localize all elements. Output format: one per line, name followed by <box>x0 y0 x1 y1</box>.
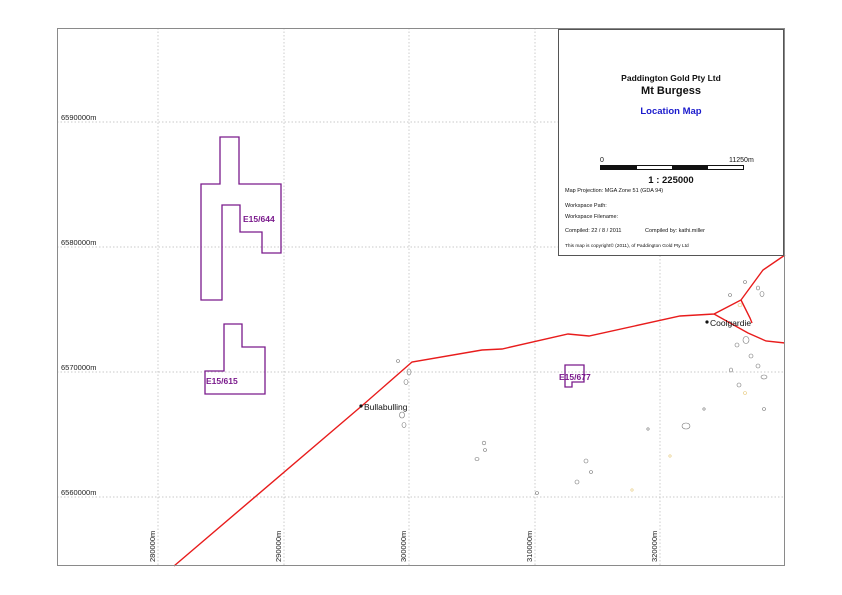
road-great-eastern-highway[interactable] <box>173 254 786 567</box>
easting-label: 280000m <box>148 531 157 562</box>
lake-feature <box>755 363 761 369</box>
lake-feature <box>748 353 754 359</box>
lake-feature <box>737 303 743 307</box>
workspace-filename: Workspace Filename: <box>565 214 619 220</box>
lake-feature <box>481 440 487 446</box>
lake-feature <box>399 411 405 419</box>
lake-feature <box>743 280 747 284</box>
tenement-label: E15/644 <box>243 214 275 224</box>
lake-feature <box>702 407 706 411</box>
easting-label: 320000m <box>650 531 659 562</box>
northing-label: 6580000m <box>61 238 96 247</box>
copyright-text: This map is copyright© (2011), of Paddin… <box>565 244 689 249</box>
compiled-by: Compiled by: kathi.miller <box>645 228 705 234</box>
lake-feature <box>756 285 760 291</box>
project-name: Mt Burgess <box>641 85 701 97</box>
road-coolgardie-branch[interactable] <box>740 299 753 324</box>
lake-feature <box>630 488 634 492</box>
minor-features <box>396 280 768 495</box>
northing-label: 6590000m <box>61 113 96 122</box>
lake-feature <box>474 457 480 461</box>
lake-feature <box>535 491 539 495</box>
scale-ratio: 1 : 225000 <box>648 175 694 186</box>
map-title: Location Map <box>640 106 702 117</box>
tenement-e15-615[interactable] <box>204 323 266 395</box>
company-name: Paddington Gold Pty Ltd <box>621 73 721 83</box>
town-label-coolgardie: Coolgardie <box>710 318 751 328</box>
easting-label: 310000m <box>525 531 534 562</box>
lake-feature <box>589 470 593 474</box>
lake-feature <box>728 293 732 297</box>
tenement-label: E15/677 <box>559 372 591 382</box>
tenement-label: E15/615 <box>206 376 238 386</box>
lake-feature <box>668 454 672 458</box>
lake-feature <box>403 379 409 385</box>
lake-feature <box>401 422 407 428</box>
map-legend-panel: Paddington Gold Pty Ltd Mt Burgess Locat… <box>558 29 784 256</box>
scale-bar-end-label: 11250m <box>729 157 754 164</box>
lake-feature <box>396 359 400 363</box>
lake-feature <box>483 448 487 452</box>
northing-label: 6570000m <box>61 363 96 372</box>
town-marker-coolgardie[interactable] <box>705 320 709 324</box>
lake-feature <box>681 422 691 430</box>
lake-feature <box>574 479 580 485</box>
compiled-date: Compiled: 22 / 8 / 2011 <box>565 228 622 234</box>
lake-feature <box>729 367 733 373</box>
town-label-bullabulling: Bullabulling <box>364 402 408 412</box>
scale-bar <box>600 165 744 170</box>
lake-feature <box>646 427 650 431</box>
lake-feature <box>759 291 765 297</box>
town-marker-bullabulling[interactable] <box>359 404 363 408</box>
lake-feature <box>583 458 589 464</box>
projection-text: Map Projection: MGA Zone 51 (GDA 94) <box>565 188 664 194</box>
easting-label: 300000m <box>399 531 408 562</box>
lake-feature <box>742 336 750 344</box>
northing-label: 6560000m <box>61 488 96 497</box>
lake-feature <box>734 342 740 348</box>
scale-bar-start-label: 0 <box>600 157 604 164</box>
lake-feature <box>760 374 768 380</box>
workspace-path: Workspace Path: <box>565 203 607 209</box>
easting-label: 290000m <box>274 531 283 562</box>
tenement-e15-644[interactable] <box>200 136 282 301</box>
tenement-e15-677[interactable] <box>564 364 585 388</box>
lake-feature <box>736 382 742 388</box>
road-coolgardie-south[interactable] <box>713 313 786 344</box>
lake-feature <box>743 391 747 395</box>
lake-feature <box>406 368 412 376</box>
lake-feature <box>762 407 766 411</box>
